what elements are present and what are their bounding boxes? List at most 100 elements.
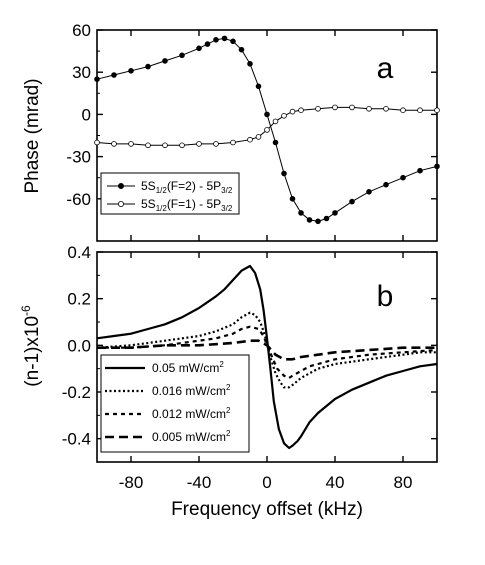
panel-b-ytick-label: -0.2 — [62, 383, 91, 402]
series-a-2-point — [230, 139, 236, 146]
series-a-2-point — [366, 106, 372, 112]
legend-b-3-exp: 2 — [226, 406, 231, 415]
legend-a-2-p2: (F=1) - 5P — [167, 197, 221, 211]
x-tick-label: 80 — [394, 473, 413, 492]
panel-a-ytick-label: 60 — [72, 21, 91, 40]
legend-b-1-base: 0.05 mW/cm — [152, 361, 219, 375]
series-a-1-point — [383, 181, 389, 188]
series-a-1-point — [111, 72, 117, 78]
series-a-2-point — [145, 142, 151, 149]
series-a-2-point — [349, 104, 355, 111]
panel-b-ytick-label: 0.2 — [67, 290, 91, 309]
series-a-1-point — [264, 111, 270, 118]
series-a-1-point — [145, 63, 151, 70]
legend-b-2-exp: 2 — [226, 383, 231, 392]
series-a-2-point — [128, 141, 134, 147]
panel-b-ylabel-base: (n-1)x10 — [22, 316, 43, 387]
series-a-1-point — [315, 218, 321, 225]
legend-a-label-1: 5S1/2(F=2) - 5P3/2 — [141, 179, 233, 195]
series-a-2-point — [179, 142, 185, 149]
legend-a-1-p0: 5S — [141, 179, 156, 193]
panel-a-label: a — [377, 52, 394, 85]
panel-b-ytick-label: -0.4 — [62, 430, 91, 449]
series-a-1-point — [349, 198, 355, 205]
panel-b-series — [96, 264, 438, 450]
series-a-2-line — [96, 106, 437, 146]
panel-a-ytick-label: 0 — [82, 105, 91, 124]
series-a-1-point — [247, 60, 253, 67]
series-a-1-point — [204, 41, 211, 47]
series-a-1-point — [306, 217, 313, 223]
series-a-2-point — [196, 141, 202, 147]
series-a-2-point — [289, 108, 296, 115]
series-a-2-point — [298, 107, 304, 113]
series-a-2-point — [162, 142, 168, 149]
panel-b-ylabel-exp: -6 — [19, 305, 33, 316]
legend-a-1-p2: (F=2) - 5P — [167, 179, 221, 193]
panel-b-label: b — [377, 280, 394, 313]
legend-a-marker-1 — [118, 182, 125, 189]
series-a-2-point — [315, 106, 321, 112]
series-a-1-point — [179, 52, 185, 59]
legend-b-4-base: 0.005 mW/cm — [152, 430, 226, 444]
legend-b-label-3: 0.012 mW/cm2 — [152, 406, 231, 421]
panel-a-legend: 5S1/2(F=2) - 5P3/2 5S1/2(F=1) - 5P3/2 — [100, 172, 240, 215]
series-a-2-point — [281, 113, 287, 119]
panel-b-ticks: 0.4 0.2 0.0 -0.2 -0.4 -80 -40 0 40 80 — [62, 243, 437, 492]
panel-b-ytick-label: 0.4 — [67, 243, 91, 262]
legend-b-label-4: 0.005 mW/cm2 — [152, 429, 231, 444]
series-a-1-point — [213, 36, 219, 43]
legend-a-1-p1: 1/2 — [156, 186, 168, 195]
series-b-1-line — [96, 264, 438, 450]
x-tick-label: -40 — [187, 473, 212, 492]
legend-b-1-exp: 2 — [219, 360, 224, 369]
legend-b-2-base: 0.016 mW/cm — [152, 384, 226, 398]
series-a-2-point — [255, 134, 262, 140]
series-a-1-point — [272, 139, 279, 146]
legend-a-2-p0: 5S — [141, 197, 156, 211]
series-a-1-point — [281, 170, 287, 177]
series-a-1-point — [323, 215, 330, 222]
series-a-2-point — [264, 127, 270, 133]
legend-b-4-exp: 2 — [226, 429, 231, 438]
legend-b-label-2: 0.016 mW/cm2 — [152, 383, 231, 398]
series-a-1-point — [400, 174, 406, 181]
legend-b-3-base: 0.012 mW/cm — [152, 407, 226, 421]
series-a-2-point — [417, 107, 423, 113]
x-tick-label: 40 — [326, 473, 345, 492]
series-a-2-point — [434, 107, 440, 113]
legend-a-marker-2 — [118, 200, 125, 207]
series-a-1-point — [255, 83, 262, 90]
series-a-1-point — [238, 46, 245, 53]
series-a-2-point — [94, 139, 100, 146]
x-tick-label: 0 — [262, 473, 271, 492]
series-a-2-point — [383, 106, 389, 112]
series-a-1-point — [221, 35, 228, 42]
panel-b-legend: 0.05 mW/cm2 0.016 mW/cm2 0.012 mW/cm2 0.… — [100, 354, 250, 453]
series-a-2-point — [247, 136, 253, 143]
series-a-2-point — [213, 141, 219, 147]
series-a-1-point — [162, 58, 168, 64]
legend-b-label-1: 0.05 mW/cm2 — [152, 360, 224, 375]
panel-a-ticks: 60 30 0 -30 -60 — [66, 21, 437, 241]
legend-a-1-p3: 3/2 — [221, 186, 233, 195]
series-a-2-point — [111, 141, 117, 147]
panel-a-series — [94, 35, 440, 225]
panel-a-ytick-label: -60 — [66, 190, 91, 209]
panel-b: 0.4 0.2 0.0 -0.2 -0.4 -80 -40 0 40 80 b (n-1)x10-… — [19, 243, 438, 520]
series-a-1-point — [298, 210, 304, 216]
panel-a-ytick-label: -30 — [66, 148, 91, 167]
series-a-2-point — [400, 107, 406, 113]
x-axis-label: Frequency offset (kHz) — [171, 499, 363, 520]
series-a-1-point — [230, 38, 236, 45]
series-a-2-point — [332, 104, 338, 111]
legend-a-label-2: 5S1/2(F=1) - 5P3/2 — [141, 197, 233, 213]
series-b-3-line — [97, 325, 438, 380]
panel-a-legend-box — [100, 172, 240, 215]
x-tick-label: -80 — [119, 473, 144, 492]
series-a-1-point — [196, 45, 202, 52]
panel-a-y-axis-label: Phase (mrad) — [22, 78, 43, 193]
series-a-1-point — [332, 210, 338, 216]
panel-b-ytick-label: 0.0 — [67, 336, 91, 355]
